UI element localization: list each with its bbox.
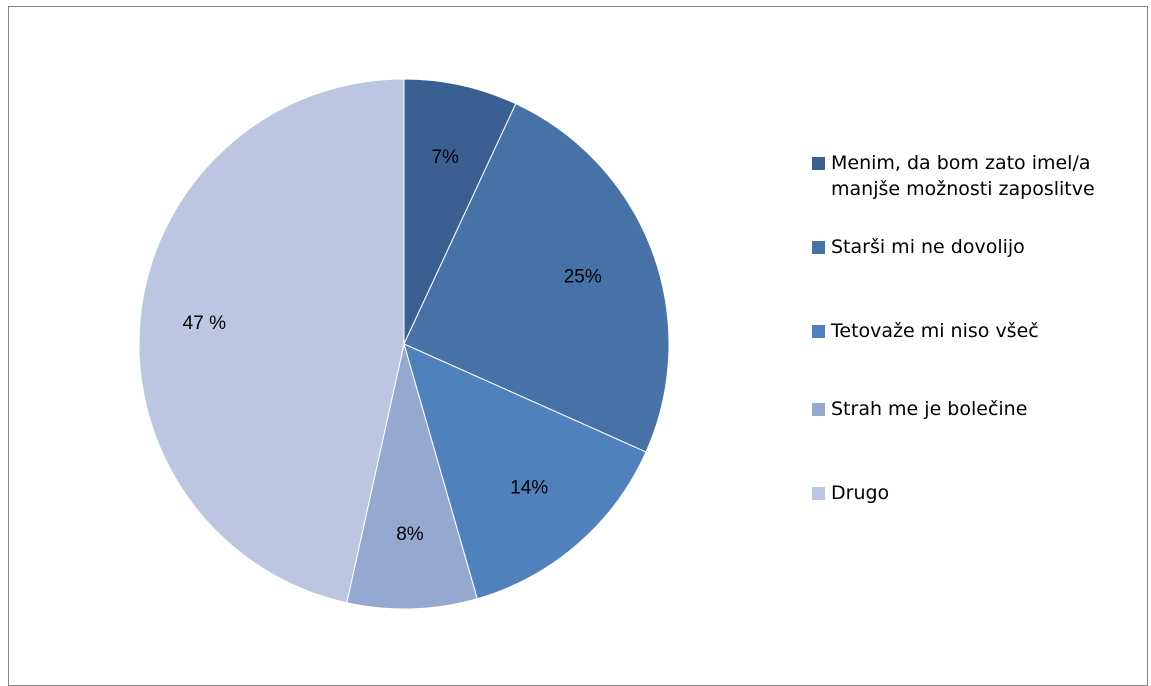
legend-item-parents: Starši mi ne dovolijo bbox=[812, 234, 1025, 260]
legend-label: Drugo bbox=[831, 482, 890, 504]
slice-data-label: 7% bbox=[431, 147, 459, 168]
legend-item-other: Drugo bbox=[812, 480, 889, 506]
pie-slice bbox=[346, 343, 478, 610]
legend-swatch bbox=[812, 157, 825, 170]
legend-label: Menim, da bom zato imel/a manjše možnost… bbox=[831, 152, 1095, 200]
legend-swatch bbox=[812, 487, 825, 500]
legend-label: Starši mi ne dovolijo bbox=[831, 236, 1025, 258]
pie-slice bbox=[403, 103, 670, 453]
legend-item-dislike: Tetovaže mi niso všeč bbox=[812, 318, 1039, 344]
legend-swatch bbox=[812, 325, 825, 338]
slice-data-label: 25% bbox=[564, 267, 602, 288]
legend-label: Strah me je bolečine bbox=[831, 398, 1028, 420]
legend-item-pain: Strah me je bolečine bbox=[812, 396, 1027, 422]
pie-labels: 7% 25% 14% 8% 47 % bbox=[183, 147, 602, 545]
slice-data-label: 47 % bbox=[183, 313, 226, 334]
legend-label: Tetovaže mi niso všeč bbox=[831, 320, 1039, 342]
legend-swatch bbox=[812, 241, 825, 254]
slice-data-label: 8% bbox=[396, 524, 424, 545]
slice-data-label: 14% bbox=[510, 478, 548, 499]
pie-slice bbox=[403, 343, 647, 600]
legend-item-employment: Menim, da bom zato imel/a manjše možnost… bbox=[812, 150, 1095, 202]
pie-slice bbox=[403, 78, 517, 345]
pie-slices bbox=[138, 78, 670, 610]
legend-swatch bbox=[812, 403, 825, 416]
pie-slice bbox=[138, 78, 405, 604]
